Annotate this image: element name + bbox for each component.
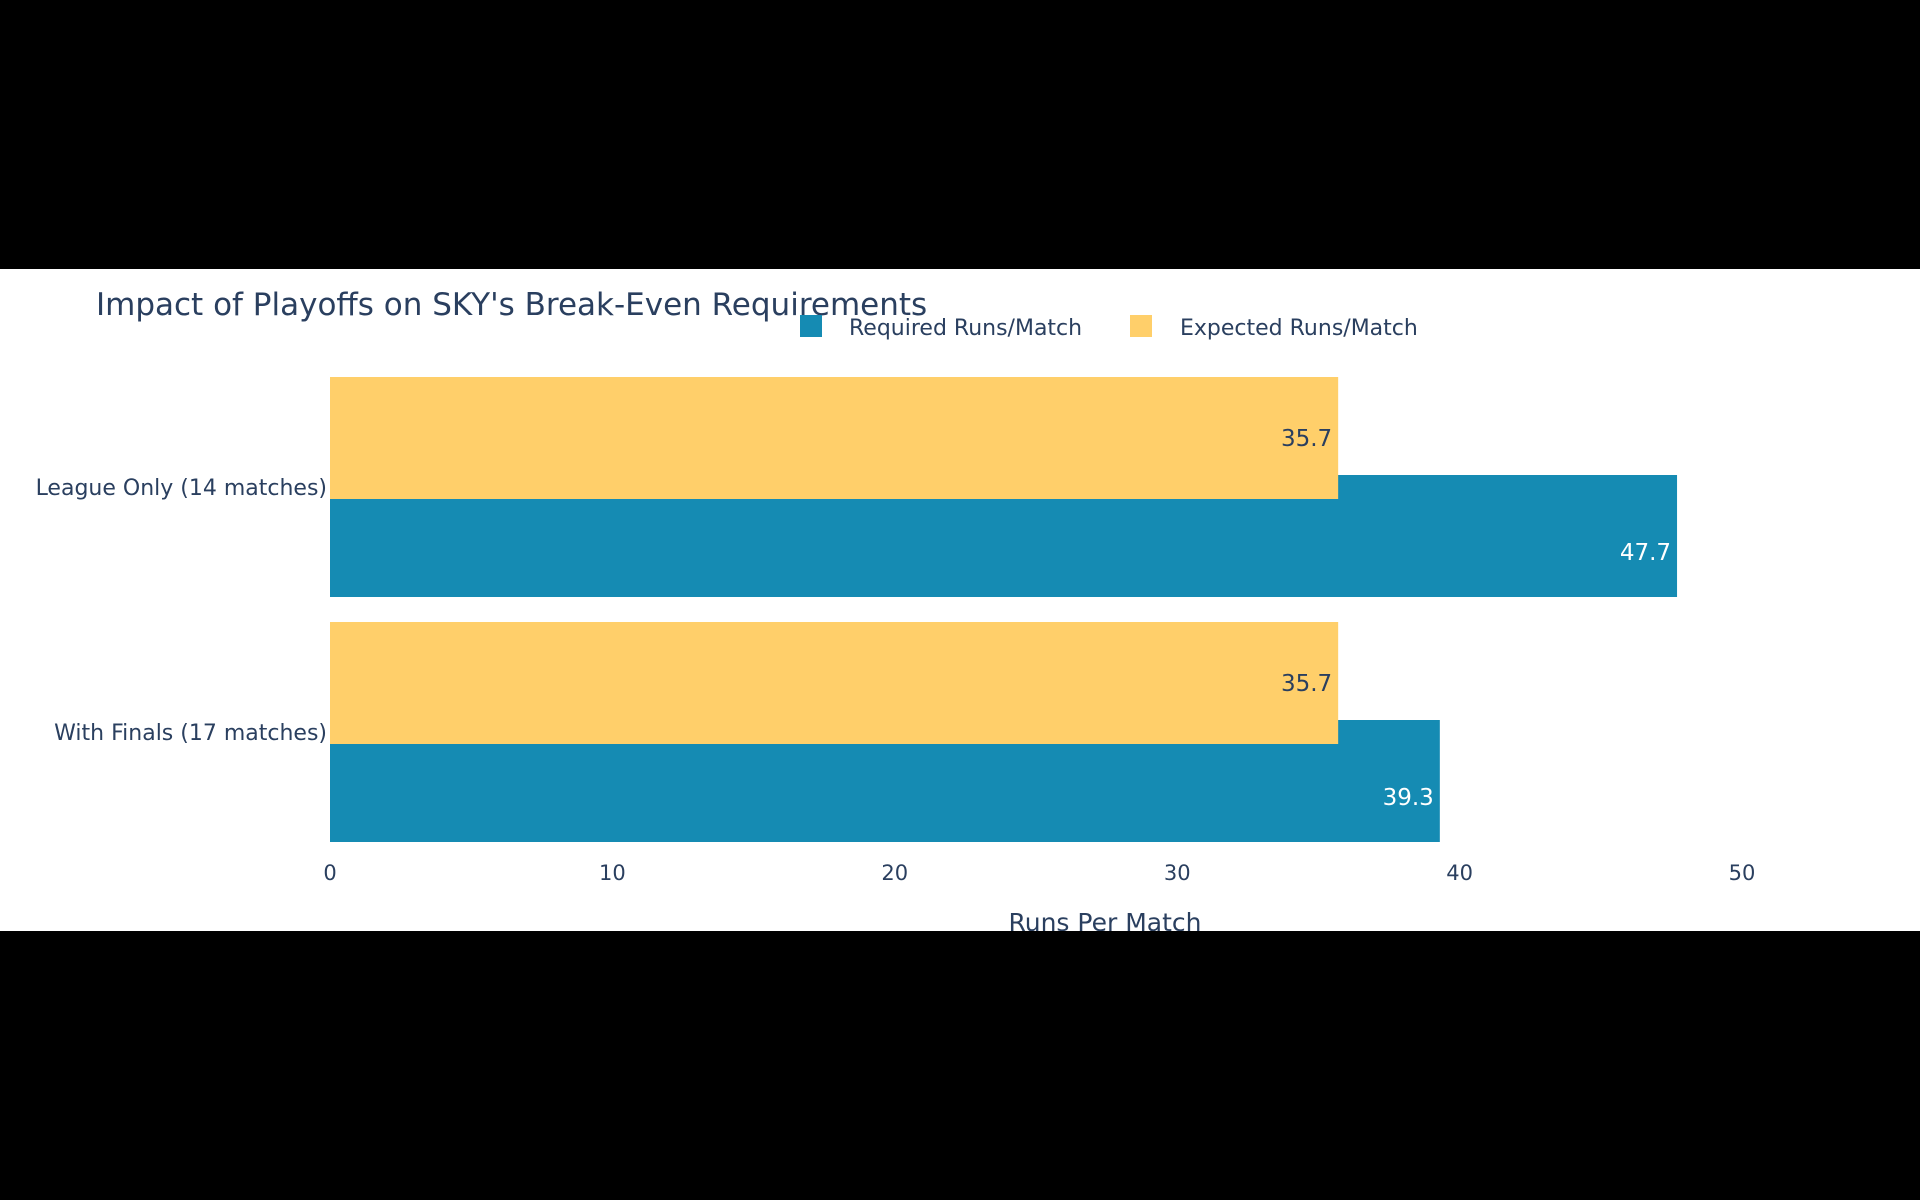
legend-swatch-required [800,315,822,337]
x-tick-label: 20 [881,861,908,885]
x-axis-title: Runs Per Match [1009,908,1202,931]
data-label-required-league-only: 47.7 [1620,540,1671,566]
bars-layer: 35.7 47.7 35.7 39.3 [330,377,1678,842]
x-axis: 0 10 20 30 40 50 [323,861,1755,885]
x-tick-label: 30 [1164,861,1191,885]
legend-item-expected[interactable]: Expected Runs/Match [1130,315,1418,341]
x-tick-label: 0 [323,861,336,885]
chart-panel: Impact of Playoffs on SKY's Break-Even R… [0,269,1920,931]
legend-item-required[interactable]: Required Runs/Match [800,315,1082,341]
legend-label-required: Required Runs/Match [849,316,1082,341]
x-tick-label: 50 [1729,861,1756,885]
legend-swatch-expected [1130,315,1152,337]
chart-title: Impact of Playoffs on SKY's Break-Even R… [96,287,927,323]
bar-chart: Impact of Playoffs on SKY's Break-Even R… [36,287,1756,931]
data-label-expected-with-finals: 35.7 [1281,671,1332,697]
data-label-expected-league-only: 35.7 [1281,426,1332,452]
bar-expected-with-finals[interactable] [330,622,1339,744]
x-tick-label: 10 [599,861,626,885]
category-label-with-finals: With Finals (17 matches) [54,721,327,746]
x-tick-label: 40 [1446,861,1473,885]
legend-label-expected: Expected Runs/Match [1180,316,1418,341]
bar-expected-league-only[interactable] [330,377,1339,499]
category-label-league-only: League Only (14 matches) [36,476,327,501]
legend[interactable]: Required Runs/Match Expected Runs/Match [800,315,1418,341]
data-label-required-with-finals: 39.3 [1383,785,1434,811]
category-axis: League Only (14 matches) With Finals (17 … [36,476,327,746]
